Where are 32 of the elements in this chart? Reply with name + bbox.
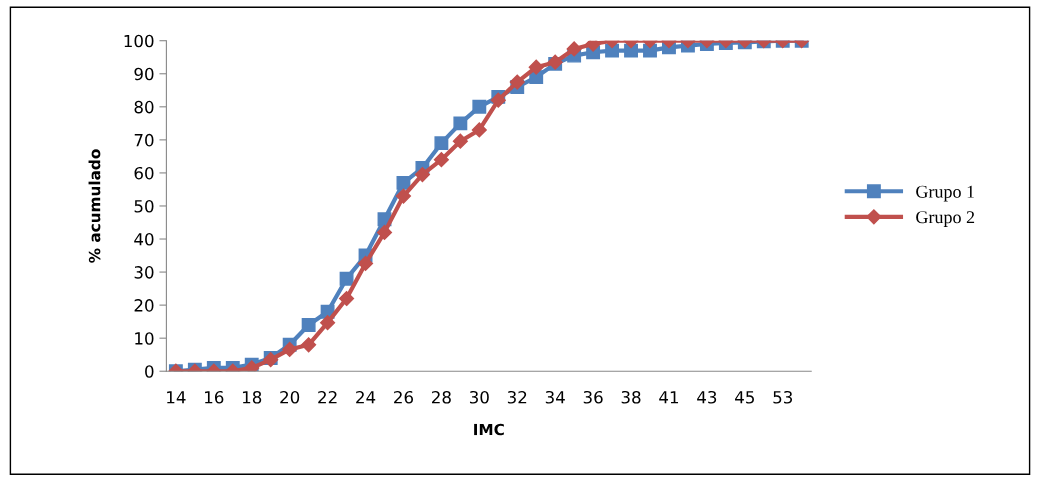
x-tick-label: 14	[167, 391, 186, 404]
y-tick-label: 80	[134, 100, 154, 114]
y-axis-title: % acumulado	[88, 149, 101, 263]
y-tick-label: 30	[134, 266, 154, 279]
legend-label: Grupo 2	[916, 211, 975, 227]
x-tick-label: 16	[205, 390, 224, 404]
x-tick-label: 38	[621, 390, 641, 404]
y-tick-label: 10	[135, 332, 154, 345]
y-tick-label: 20	[134, 299, 154, 312]
x-axis-title: IMC	[474, 423, 504, 436]
x-tick-label: 30	[469, 390, 489, 404]
y-tick-label: 100	[124, 34, 154, 48]
y-tick-label: 40	[134, 232, 154, 246]
x-tick-label: 53	[773, 390, 793, 404]
x-tick-label: 18	[242, 390, 262, 404]
x-tick-label: 20	[280, 390, 300, 404]
y-tick-label: 70	[134, 133, 154, 147]
x-tick-label: 28	[432, 390, 451, 404]
x-tick-label: 41	[659, 391, 679, 404]
x-tick-label: 24	[356, 390, 376, 404]
y-tick-label: 90	[134, 67, 154, 81]
x-tick-label: 43	[697, 390, 717, 404]
x-tick-label: 26	[394, 390, 414, 404]
x-tick-label: 45	[735, 391, 754, 404]
y-tick-label: 60	[134, 166, 154, 180]
x-tick-label: 34	[545, 390, 565, 404]
legend-label: Grupo 1	[916, 185, 974, 202]
x-tick-label: 32	[507, 390, 527, 404]
y-tick-label: 0	[145, 365, 154, 378]
x-tick-label: 22	[318, 390, 337, 404]
y-tick-label: 50	[134, 199, 154, 213]
x-tick-label: 36	[583, 390, 603, 404]
